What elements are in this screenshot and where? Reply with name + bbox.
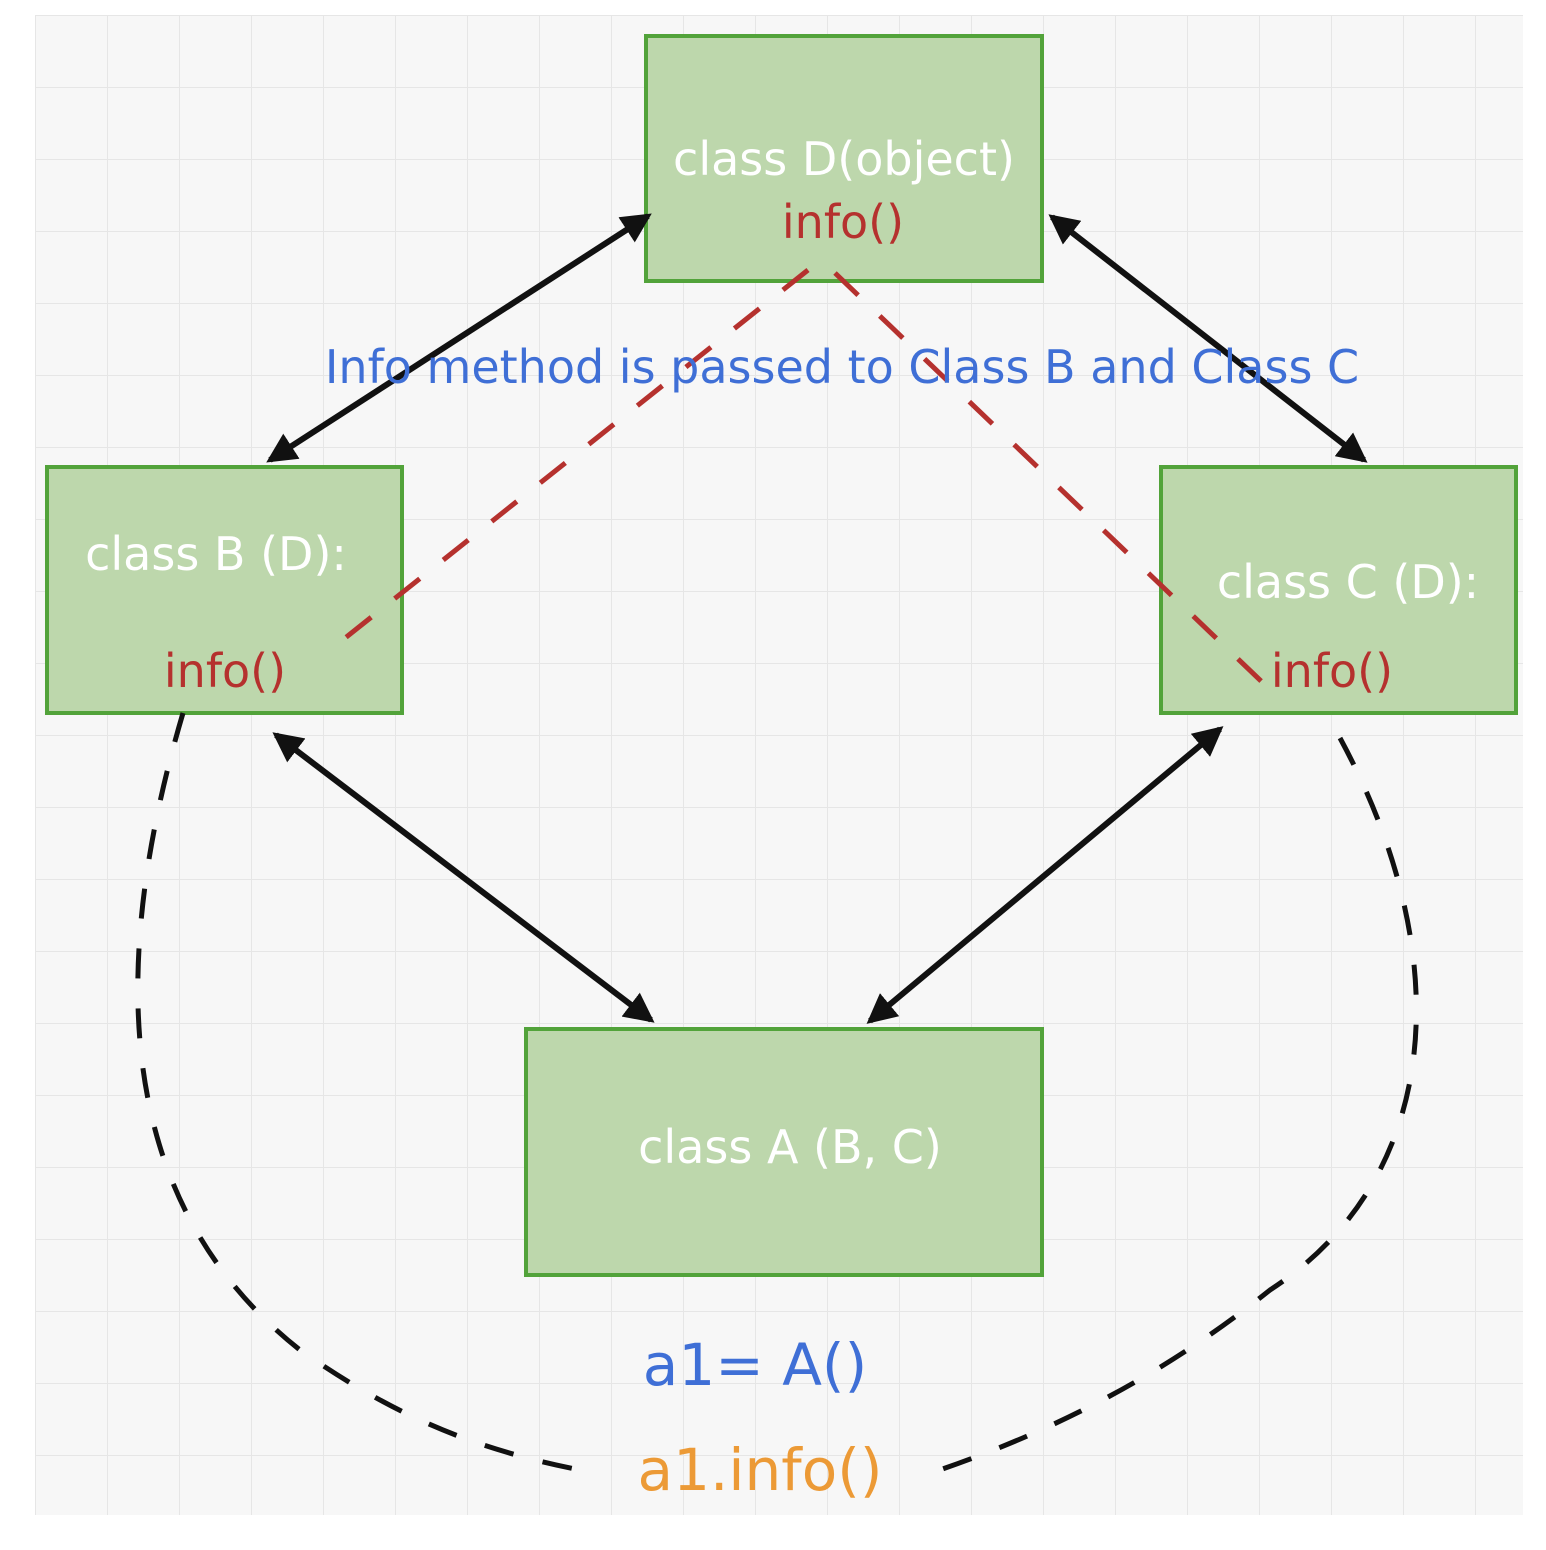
code-instantiate: a1= A() xyxy=(643,1331,867,1399)
inheritance-note: Info method is passed to Class B and Cla… xyxy=(325,340,1359,394)
class-c-box xyxy=(1159,465,1518,715)
arrow-b-d xyxy=(266,213,652,463)
method-path-d-to-b xyxy=(328,268,810,652)
mro-path-left xyxy=(135,712,581,1473)
class-c-method: info() xyxy=(1271,644,1393,698)
class-d-method: info() xyxy=(782,195,904,249)
arrow-d-c xyxy=(1048,214,1368,463)
class-a-box xyxy=(524,1027,1044,1277)
code-call: a1.info() xyxy=(638,1436,883,1504)
arrow-b-a xyxy=(272,732,655,1023)
class-b-title: class B (D): xyxy=(85,527,347,581)
class-d-title: class D(object) xyxy=(673,132,1015,186)
class-a-title: class A (B, C) xyxy=(638,1120,942,1174)
arrow-c-a xyxy=(866,726,1224,1024)
class-c-title: class C (D): xyxy=(1217,555,1479,609)
class-b-method: info() xyxy=(164,644,286,698)
mro-path-right xyxy=(924,736,1419,1478)
